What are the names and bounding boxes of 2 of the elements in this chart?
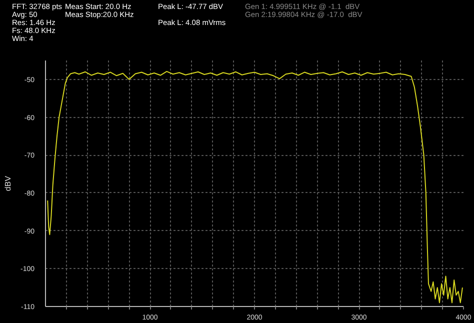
line-series bbox=[47, 70, 463, 304]
y-axis-title: dBV bbox=[3, 175, 12, 192]
